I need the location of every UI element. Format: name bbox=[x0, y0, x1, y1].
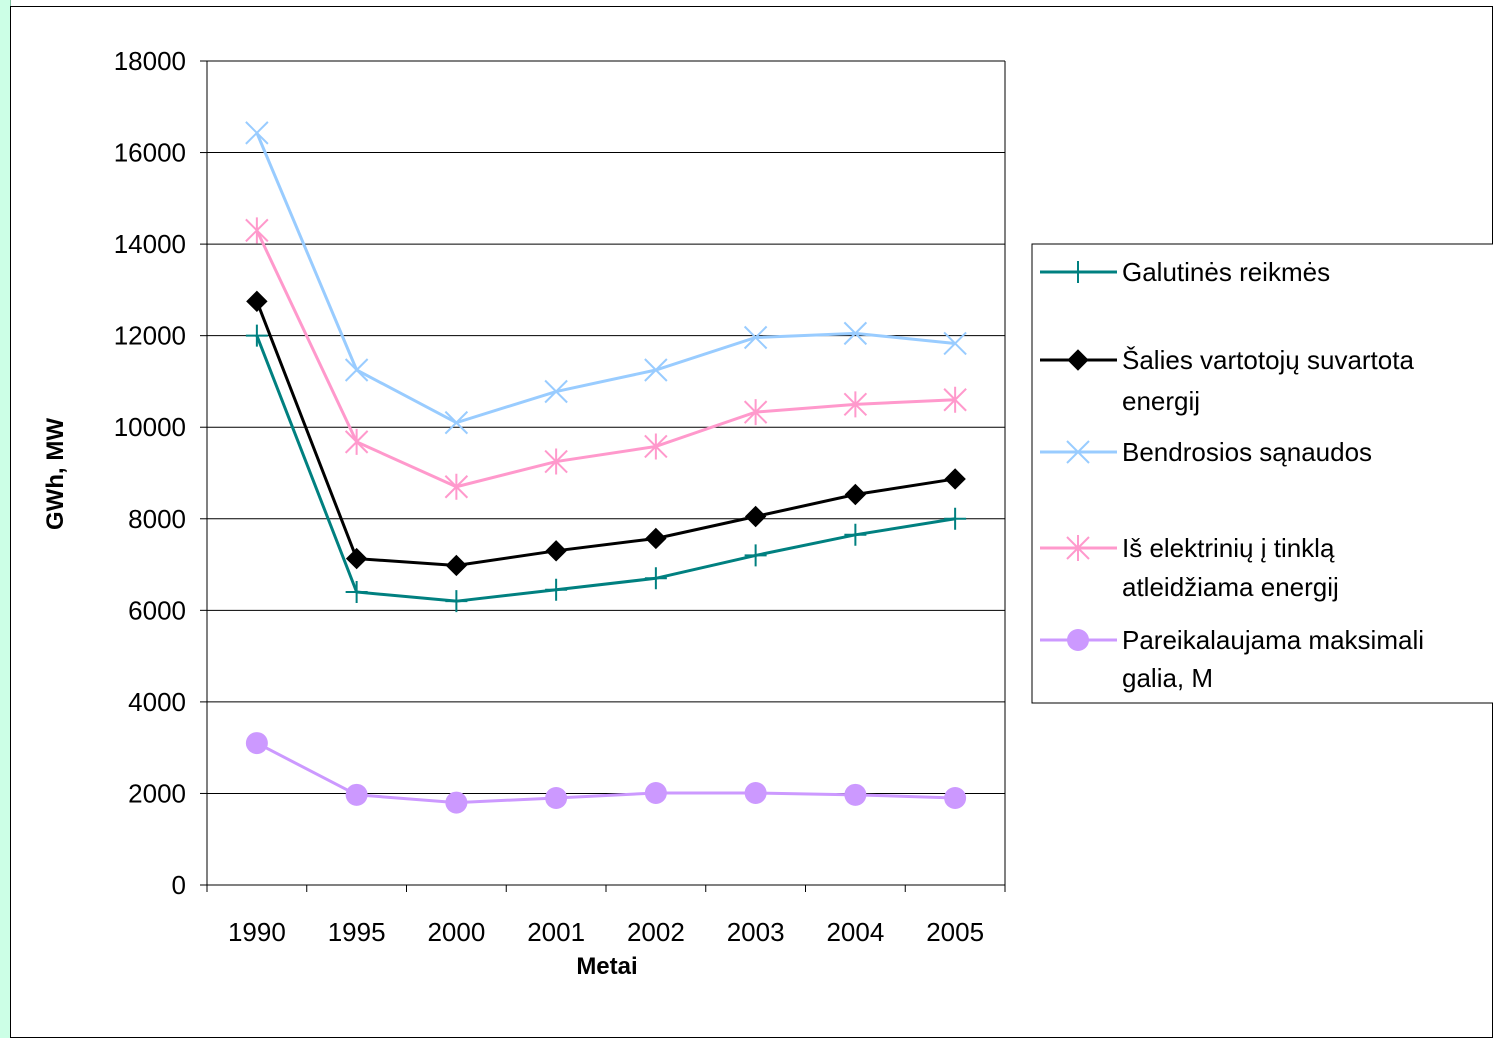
marker-x bbox=[1066, 440, 1090, 464]
marker-plus bbox=[245, 324, 268, 347]
marker-plus bbox=[744, 544, 767, 567]
marker-asterisk bbox=[544, 448, 568, 475]
marker-x bbox=[843, 321, 868, 346]
legend-label: Pareikalaujama maksimali bbox=[1122, 625, 1424, 655]
legend-item-1: Galutinės reikmės bbox=[1040, 257, 1330, 287]
marker-diamond bbox=[345, 547, 368, 570]
legend-label: Iš elektrinių į tinklą bbox=[1122, 533, 1335, 563]
x-axis-title: Metai bbox=[576, 953, 637, 980]
legend-item-3: Bendrosios sąnaudos bbox=[1040, 437, 1372, 467]
y-tick-label: 2000 bbox=[128, 778, 186, 808]
gridlines bbox=[207, 60, 1005, 794]
y-tick-label: 12000 bbox=[114, 321, 186, 351]
marker-circle bbox=[844, 783, 867, 806]
x-tick-label: 2003 bbox=[727, 917, 785, 947]
legend-label: energij bbox=[1122, 386, 1200, 416]
x-tick-label: 2004 bbox=[826, 917, 884, 947]
x-tick-label: 2000 bbox=[427, 917, 485, 947]
marker-asterisk bbox=[1066, 535, 1090, 561]
series-line bbox=[255, 335, 956, 603]
marker-diamond bbox=[246, 290, 268, 313]
legend-item-4: Iš elektrinių į tinklą atleidžiama energi… bbox=[1040, 533, 1339, 602]
marker-diamond bbox=[944, 468, 966, 490]
marker-plus bbox=[1067, 261, 1089, 283]
series-2 bbox=[246, 290, 966, 577]
marker-plus bbox=[644, 567, 667, 590]
marker-x bbox=[245, 121, 269, 145]
y-tick-label: 14000 bbox=[114, 229, 186, 259]
series-3 bbox=[245, 121, 967, 435]
series-line bbox=[255, 300, 956, 567]
legend-item-5: Pareikalaujama maksimali galia, M bbox=[1040, 625, 1424, 693]
x-tick-label: 2005 bbox=[926, 917, 984, 947]
marker-asterisk bbox=[743, 399, 768, 426]
legend-label: Bendrosios sąnaudos bbox=[1122, 437, 1372, 467]
marker-asterisk bbox=[843, 391, 868, 418]
y-tick-label: 0 bbox=[172, 870, 186, 900]
marker-asterisk bbox=[344, 428, 369, 455]
legend: Galutinės reikmės Šalies vartotojų suvart… bbox=[1031, 243, 1493, 704]
marker-circle bbox=[245, 732, 268, 755]
marker-x bbox=[544, 379, 568, 404]
marker-circle bbox=[744, 781, 767, 804]
y-tick-label: 4000 bbox=[128, 687, 186, 717]
y-axis-title: GWh, MW bbox=[42, 418, 69, 530]
marker-x bbox=[644, 358, 668, 382]
legend-item-2: Šalies vartotojų suvartota energij bbox=[1040, 345, 1414, 416]
y-tick-label: 10000 bbox=[114, 412, 186, 442]
series-line bbox=[256, 741, 956, 805]
x-tick-label: 1995 bbox=[328, 917, 386, 947]
legend-box bbox=[1031, 243, 1493, 704]
marker-asterisk bbox=[644, 433, 668, 460]
marker-asterisk bbox=[943, 386, 967, 413]
marker-plus bbox=[345, 581, 368, 604]
series-lines bbox=[245, 121, 967, 814]
x-tick-label: 2002 bbox=[627, 917, 685, 947]
legend-label: Šalies vartotojų suvartota bbox=[1122, 345, 1414, 375]
axes bbox=[200, 60, 1006, 892]
marker-circle bbox=[345, 783, 368, 806]
marker-diamond bbox=[645, 527, 667, 550]
marker-circle bbox=[644, 781, 667, 804]
series-line bbox=[255, 229, 956, 489]
marker-circle bbox=[445, 791, 468, 814]
y-tick-label: 6000 bbox=[128, 595, 186, 625]
x-tick-labels: 1990 1995 2000 2001 2002 2003 2004 2005 bbox=[228, 917, 984, 947]
marker-plus bbox=[844, 523, 867, 546]
legend-label: Galutinės reikmės bbox=[1122, 257, 1330, 287]
marker-x bbox=[943, 331, 967, 356]
legend-label: atleidžiama energij bbox=[1122, 572, 1339, 602]
y-tick-label: 18000 bbox=[114, 46, 186, 76]
marker-plus bbox=[944, 507, 967, 530]
series-4 bbox=[245, 217, 967, 500]
marker-diamond bbox=[844, 483, 867, 506]
marker-circle bbox=[1067, 629, 1089, 651]
marker-x bbox=[344, 358, 369, 382]
marker-plus bbox=[545, 578, 568, 601]
series-line bbox=[255, 132, 956, 425]
y-tick-label: 8000 bbox=[128, 504, 186, 534]
series-5 bbox=[245, 732, 967, 814]
marker-asterisk bbox=[444, 473, 469, 500]
y-tick-label: 16000 bbox=[114, 138, 186, 168]
x-tick-label: 1990 bbox=[228, 917, 286, 947]
marker-diamond bbox=[445, 554, 468, 577]
marker-diamond bbox=[744, 505, 767, 528]
marker-diamond bbox=[1067, 349, 1089, 371]
series-1 bbox=[245, 324, 967, 613]
marker-circle bbox=[944, 787, 967, 810]
x-tick-label: 2001 bbox=[527, 917, 585, 947]
marker-x bbox=[743, 325, 768, 350]
marker-x bbox=[444, 410, 469, 435]
marker-circle bbox=[545, 787, 568, 810]
marker-asterisk bbox=[245, 217, 269, 244]
marker-plus bbox=[445, 590, 468, 613]
legend-label: galia, M bbox=[1122, 663, 1213, 693]
y-tick-labels: 0 2000 4000 6000 8000 10000 12000 14000 16000 180… bbox=[114, 46, 186, 900]
marker-diamond bbox=[545, 540, 567, 562]
